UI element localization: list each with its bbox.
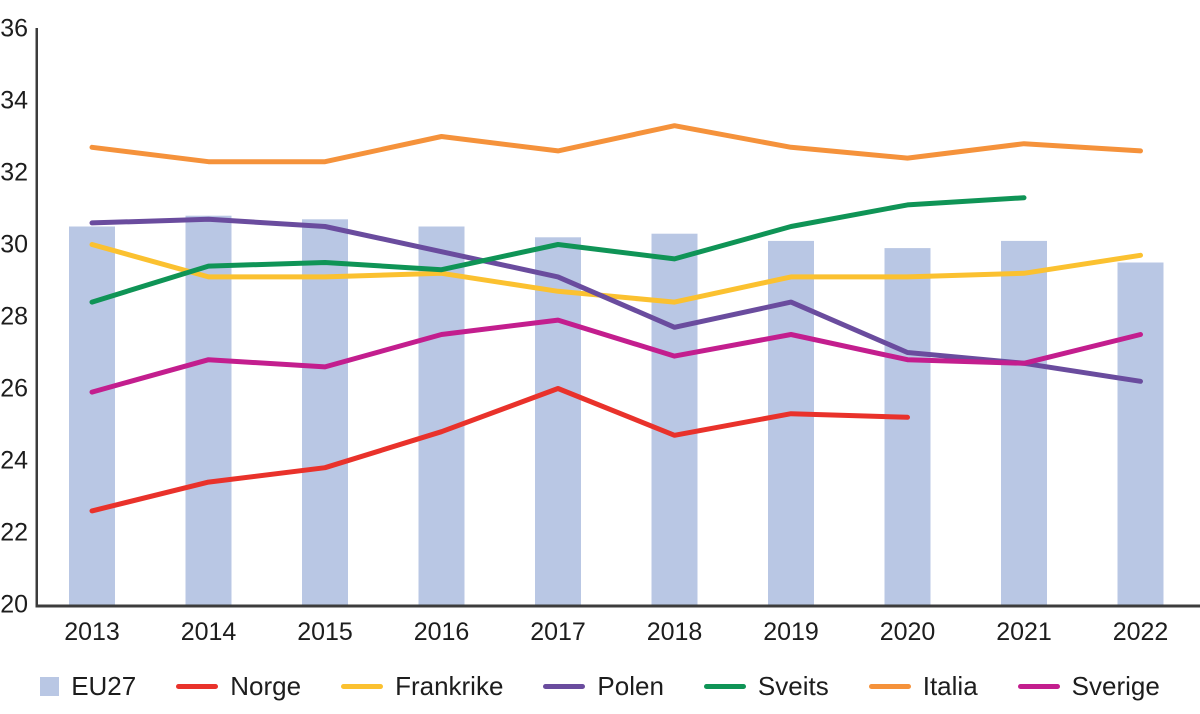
line-italia [89, 123, 1143, 165]
legend-item-eu27: EU27 [40, 673, 136, 699]
line-polen [89, 216, 1143, 384]
x-axis-label-2022: 2022 [1113, 618, 1169, 646]
x-axis-label-2021: 2021 [996, 618, 1052, 646]
bar-eu27-2013 [69, 226, 115, 605]
bar-eu27-2019 [768, 240, 814, 605]
legend-item-sveits: Sveits [703, 671, 829, 701]
legend-label: EU27 [71, 671, 137, 701]
line-frankrike [89, 242, 1143, 305]
x-axis-line [35, 604, 1200, 608]
legend-label: Sverige [1071, 671, 1160, 701]
line-norge [89, 386, 910, 514]
legend-item-frankrike: Frankrike [341, 673, 503, 699]
y-tick-label: 32 [0, 159, 28, 187]
bar-eu27-2018 [651, 233, 698, 605]
legend-label: Norge [230, 671, 302, 701]
legend-swatch-eu27-square-icon [40, 676, 60, 696]
legend-label: Frankrike [395, 671, 504, 701]
legend-label: Sveits [757, 671, 829, 701]
legend-label: Italia [922, 671, 978, 701]
line-sveits [89, 195, 1027, 305]
chart-legend: EU27 Norge Frankrike Polen Sveits Italia Sveri… [0, 664, 1200, 708]
legend-swatch-sverige-line-icon [1017, 683, 1060, 689]
legend-item-norge: Norge [176, 673, 301, 699]
legend-item-polen: Polen [543, 673, 664, 699]
x-axis-label-2015: 2015 [297, 618, 353, 646]
bar-eu27-2014 [185, 215, 232, 605]
bar-eu27-2022 [1117, 262, 1164, 605]
y-tick-label: 28 [0, 303, 28, 331]
legend-swatch-italia-line-icon [868, 683, 911, 689]
line-sverige [89, 317, 1143, 395]
y-axis-line [35, 28, 38, 608]
x-axis-label-2020: 2020 [880, 618, 936, 646]
bar-eu27-2021 [1001, 240, 1047, 605]
bar-eu27-2017 [535, 237, 581, 605]
x-axis-label-2019: 2019 [763, 618, 819, 646]
y-tick-label: 30 [0, 231, 28, 259]
legend-swatch-frankrike-line-icon [341, 683, 384, 689]
x-axis-label-2016: 2016 [414, 618, 470, 646]
y-tick-label: 24 [0, 447, 28, 475]
y-tick-label: 34 [0, 87, 28, 115]
legend-swatch-sveits-line-icon [703, 683, 746, 689]
x-axis-label-2018: 2018 [647, 618, 703, 646]
legend-swatch-polen-line-icon [543, 683, 586, 689]
y-tick-label: 20 [0, 591, 28, 619]
bar-eu27-2015 [302, 219, 348, 605]
legend-swatch-norge-line-icon [176, 683, 219, 689]
y-tick-label: 36 [0, 15, 28, 43]
y-tick-label: 26 [0, 375, 28, 403]
x-axis-label-2013: 2013 [64, 618, 120, 646]
legend-item-sverige: Sverige [1017, 671, 1160, 701]
y-tick-label: 22 [0, 519, 28, 547]
bar-eu27-2016 [418, 226, 465, 605]
bar-eu27-2020 [884, 248, 931, 605]
legend-item-italia: Italia [868, 671, 978, 701]
x-axis-label-2017: 2017 [530, 618, 586, 646]
legend-label: Polen [597, 671, 664, 701]
x-axis-label-2014: 2014 [181, 618, 237, 646]
